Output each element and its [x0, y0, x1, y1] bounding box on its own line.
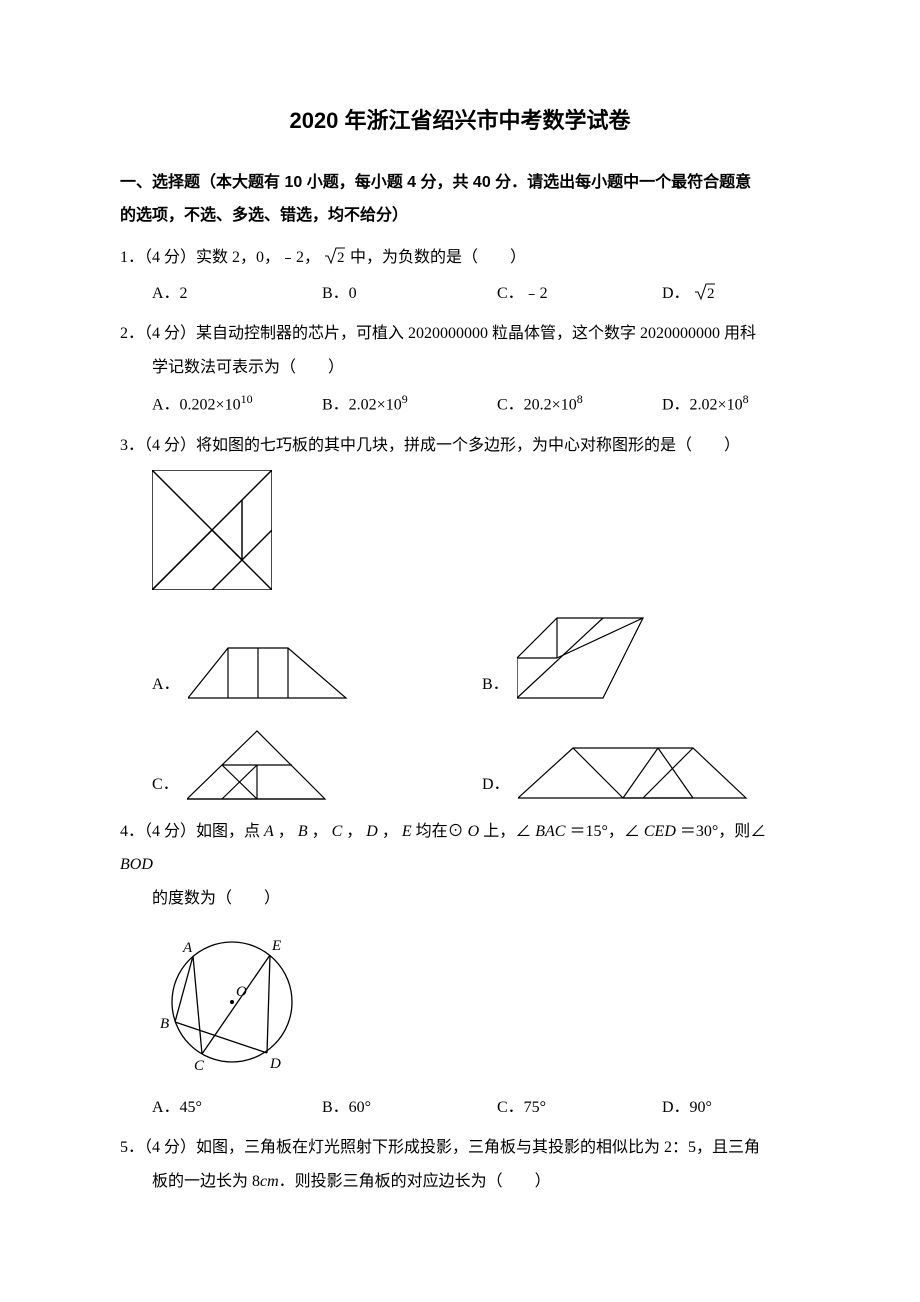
q4-t6: 均在⊙: [416, 823, 464, 840]
q3-options-row2: C． D．: [120, 729, 800, 801]
shape-c-icon: [187, 729, 327, 801]
q4-BAC: BAC: [535, 823, 565, 840]
section-heading-line2: 的选项，不选、多选、错选，均不给分）: [120, 207, 408, 224]
q3-b-label: B．: [482, 670, 509, 700]
q4-stem-l2: 的度数为（ ）: [120, 882, 800, 916]
q4-A: A: [264, 823, 274, 840]
q4-B: B: [298, 823, 308, 840]
q2-stem-l1: 2．（4 分）某自动控制器的芯片，可植入 2020000000 粒晶体管，这个数…: [120, 317, 800, 351]
q5-cm: cm: [260, 1173, 279, 1190]
shape-b-icon: [517, 616, 647, 701]
q3-d-label: D．: [482, 770, 510, 800]
q2-opt-a[interactable]: A．0.202×1010: [152, 388, 322, 421]
q3-opt-a[interactable]: A．: [152, 646, 482, 701]
q2-d-sup: 8: [743, 392, 749, 406]
q4-t7: 上，∠: [483, 823, 531, 840]
q4-circle-figure: A E B C D O: [120, 924, 800, 1085]
q4-t1: 4．（4 分）如图，点: [120, 823, 264, 840]
q4-opt-a[interactable]: A．45°: [152, 1093, 322, 1123]
q2-opt-d[interactable]: D．2.02×108: [662, 388, 749, 421]
q2-a-base: A．0.202×10: [152, 396, 241, 413]
q4-CED: CED: [644, 823, 676, 840]
q1-stem: 1．（4 分）实数 2，0，﹣2， 2 中，为负数的是（ ）: [120, 241, 800, 275]
section-heading-line1: 一、选择题（本大题有 10 小题，每小题 4 分，共 40 分．请选出每小题中一…: [120, 174, 751, 191]
q2-d-base: D．2.02×10: [662, 396, 743, 413]
sqrt-icon: 2: [324, 249, 350, 266]
q2-opt-b[interactable]: B．2.02×109: [322, 388, 497, 421]
label-e: E: [271, 938, 281, 954]
sqrt-radicand: 2: [707, 286, 715, 301]
q2-b-sup: 9: [402, 392, 408, 406]
q4-t8: ＝15°，∠: [569, 823, 639, 840]
section-heading: 一、选择题（本大题有 10 小题，每小题 4 分，共 40 分．请选出每小题中一…: [120, 166, 800, 233]
q1-opt-c[interactable]: C．﹣2: [497, 279, 662, 309]
q1-options: A．2 B．0 C．﹣2 D． 2: [120, 279, 800, 309]
label-a: A: [182, 940, 193, 956]
q1-opt-d[interactable]: D． 2: [662, 279, 716, 309]
q3-options-row1: A． B．: [120, 616, 800, 701]
question-4: 4．（4 分）如图，点 A ， B ， C ， D ， E 均在⊙ O 上，∠ …: [120, 815, 800, 1124]
q2-options: A．0.202×1010 B．2.02×109 C．20.2×108 D．2.0…: [120, 388, 800, 421]
q2-b-base: B．2.02×10: [322, 396, 402, 413]
q3-opt-c[interactable]: C．: [152, 729, 482, 801]
q5-l2c: ．则投影三角板的对应边长为（ ）: [279, 1173, 551, 1190]
q1-stem-pre: 1．（4 分）实数 2，0，﹣2，: [120, 249, 320, 266]
question-3: 3．（4 分）将如图的七巧板的其中几块，拼成一个多边形，为中心对称图形的是（ ）…: [120, 429, 800, 801]
q4-t4: ，: [346, 823, 362, 840]
q3-c-label: C．: [152, 770, 179, 800]
shape-a-icon: [188, 646, 348, 701]
q4-t3: ，: [312, 823, 328, 840]
sqrt-radicand: 2: [337, 250, 345, 265]
q4-BOD: BOD: [120, 856, 153, 873]
q2-stem-l2: 学记数法可表示为（ ）: [120, 351, 800, 385]
q4-C: C: [332, 823, 343, 840]
label-o: O: [236, 984, 247, 1000]
q4-D: D: [366, 823, 378, 840]
q3-opt-d[interactable]: D．: [482, 746, 748, 801]
q4-options: A．45° B．60° C．75° D．90°: [120, 1093, 800, 1123]
q2-opt-c[interactable]: C．20.2×108: [497, 388, 662, 421]
q4-E: E: [402, 823, 412, 840]
q4-O: O: [468, 823, 480, 840]
q5-stem-l1: 5．（4 分）如图，三角板在灯光照射下形成投影，三角板与其投影的相似比为 2：5…: [120, 1131, 800, 1165]
q2-c-base: C．20.2×10: [497, 396, 577, 413]
label-d: D: [269, 1056, 281, 1072]
question-1: 1．（4 分）实数 2，0，﹣2， 2 中，为负数的是（ ） A．2 B．0 C…: [120, 241, 800, 309]
q1-opt-a[interactable]: A．2: [152, 279, 322, 309]
q4-t2: ，: [278, 823, 294, 840]
shape-d-icon: [518, 746, 748, 801]
q2-c-sup: 8: [577, 392, 583, 406]
q3-stem: 3．（4 分）将如图的七巧板的其中几块，拼成一个多边形，为中心对称图形的是（ ）: [120, 429, 800, 463]
q4-opt-c[interactable]: C．75°: [497, 1093, 662, 1123]
tangram-icon: [152, 470, 272, 590]
q5-stem-l2: 板的一边长为 8cm．则投影三角板的对应边长为（ ）: [120, 1165, 800, 1199]
question-5: 5．（4 分）如图，三角板在灯光照射下形成投影，三角板与其投影的相似比为 2：5…: [120, 1131, 800, 1198]
q4-opt-d[interactable]: D．90°: [662, 1093, 712, 1123]
q4-t5: ，: [382, 823, 398, 840]
label-c: C: [194, 1058, 205, 1074]
q4-t9: ＝30°，则∠: [680, 823, 766, 840]
sqrt-icon: 2: [694, 285, 716, 302]
question-2: 2．（4 分）某自动控制器的芯片，可植入 2020000000 粒晶体管，这个数…: [120, 317, 800, 421]
page-title: 2020 年浙江省绍兴市中考数学试卷: [120, 100, 800, 142]
circle-diagram-icon: A E B C D O: [152, 924, 312, 1074]
q3-tangram-figure: [120, 470, 800, 601]
q4-stem-l1: 4．（4 分）如图，点 A ， B ， C ， D ， E 均在⊙ O 上，∠ …: [120, 815, 800, 882]
label-b: B: [160, 1016, 169, 1032]
q3-a-label: A．: [152, 670, 180, 700]
q4-opt-b[interactable]: B．60°: [322, 1093, 497, 1123]
q1-stem-post: 中，为负数的是（ ）: [350, 249, 526, 266]
q1-opt-d-pre: D．: [662, 285, 690, 302]
q1-opt-b[interactable]: B．0: [322, 279, 497, 309]
q5-l2a: 板的一边长为 8: [152, 1173, 260, 1190]
q3-opt-b[interactable]: B．: [482, 616, 647, 701]
q2-a-sup: 10: [241, 392, 253, 406]
